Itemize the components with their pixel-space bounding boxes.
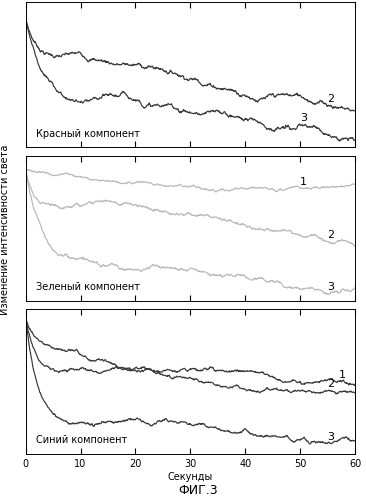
Text: 3: 3 bbox=[328, 432, 335, 442]
Text: Красный компонент: Красный компонент bbox=[36, 129, 139, 139]
Text: Изменение интенсивности света: Изменение интенсивности света bbox=[0, 144, 11, 315]
Text: Синий компонент: Синий компонент bbox=[36, 436, 127, 446]
Text: 2: 2 bbox=[328, 94, 335, 104]
Text: 1: 1 bbox=[300, 177, 307, 187]
Text: 3: 3 bbox=[300, 113, 307, 123]
Text: 3: 3 bbox=[328, 282, 335, 292]
Text: 2: 2 bbox=[328, 230, 335, 240]
Text: 2: 2 bbox=[328, 379, 335, 389]
X-axis label: Секунды: Секунды bbox=[168, 472, 213, 482]
Text: 1: 1 bbox=[339, 370, 346, 380]
Text: ФИГ.3: ФИГ.3 bbox=[178, 484, 217, 497]
Text: Зеленый компонент: Зеленый компонент bbox=[36, 282, 139, 292]
